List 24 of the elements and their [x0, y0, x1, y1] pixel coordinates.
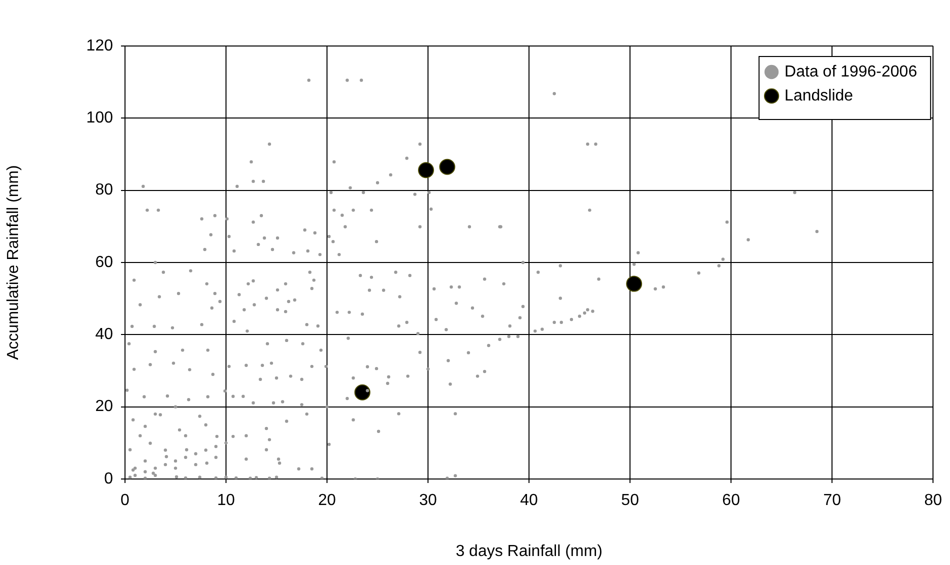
point: [626, 276, 642, 292]
y-tick-label: 20: [95, 398, 114, 416]
y-axis-title: Accumulative Rainfall (mm): [5, 165, 22, 360]
x-tick-label: 40: [520, 492, 538, 510]
x-axis-title: 3 days Rainfall (mm): [456, 542, 602, 560]
legend-label: Data of 1996-2006: [784, 63, 918, 80]
point: [354, 384, 370, 400]
point: [418, 162, 434, 178]
x-tick-label: 80: [924, 492, 942, 510]
y-tick-label: 40: [95, 326, 114, 344]
y-tick-label: 60: [95, 254, 114, 271]
point: [439, 158, 456, 175]
y-tick-label: 120: [86, 37, 114, 54]
y-tick-label: 0: [104, 470, 114, 488]
y-tick-label: 100: [86, 110, 114, 127]
x-tick-label: 20: [318, 492, 336, 510]
x-tick-label: 50: [621, 492, 640, 510]
x-tick-label: 60: [722, 492, 740, 510]
x-tick-label: 10: [217, 492, 236, 510]
legend-label: Landslide: [784, 87, 854, 104]
x-tick-label: 30: [419, 492, 438, 510]
x-tick-label: 70: [823, 492, 842, 510]
y-tick-label: 80: [95, 182, 114, 199]
x-tick-label: 0: [120, 492, 130, 510]
